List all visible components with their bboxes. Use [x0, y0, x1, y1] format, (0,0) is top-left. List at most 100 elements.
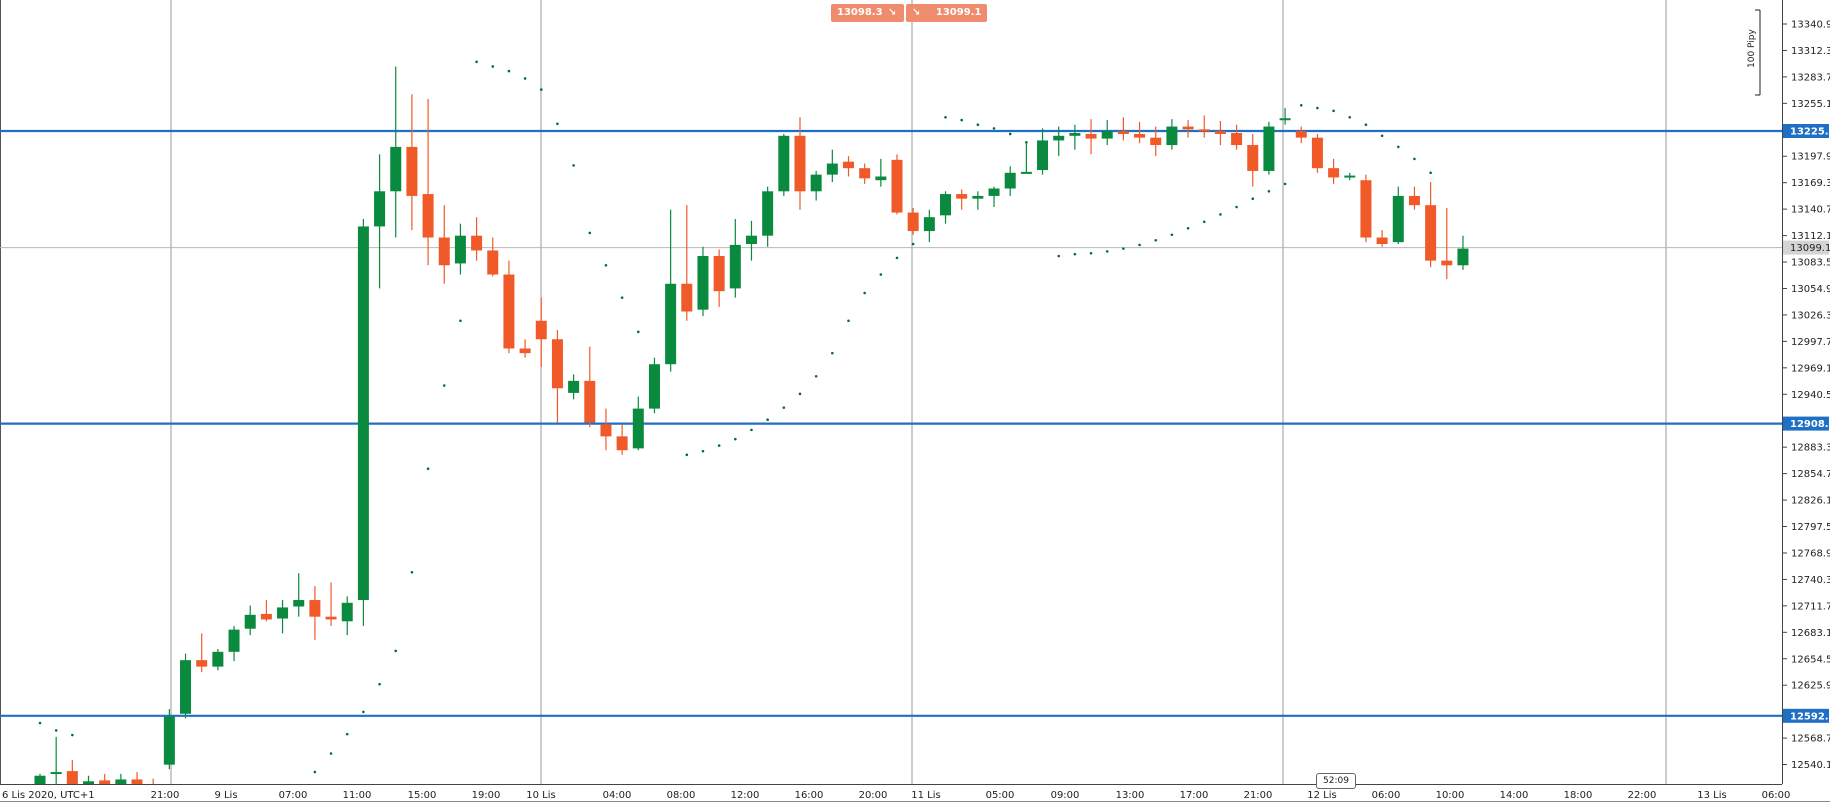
candle-body: [1295, 131, 1307, 138]
candle-body: [843, 161, 854, 169]
sar-dot: [604, 263, 608, 267]
bullish-candle: [228, 625, 240, 662]
candle-body: [374, 191, 386, 227]
bearish-candle: [843, 156, 854, 177]
sar-dot: [362, 710, 365, 714]
bullish-candle: [277, 600, 289, 634]
bullish-candle: [1069, 124, 1081, 150]
bullish-candle: [1457, 235, 1469, 270]
candle-body: [390, 146, 402, 192]
x-tick-label: 22:00: [1628, 790, 1657, 801]
sar-dot: [1219, 213, 1222, 216]
x-tick-label: 12 Lis: [1307, 790, 1336, 801]
sar-dot: [1380, 134, 1384, 138]
pips-scale: 100 Pipy: [1747, 9, 1761, 96]
candle-body: [1150, 137, 1162, 146]
bullish-candle: [212, 649, 224, 671]
y-tick-label: 13140.7: [1791, 205, 1830, 216]
candle-body: [648, 364, 660, 409]
candle-body: [293, 600, 305, 607]
candle-body: [471, 235, 483, 251]
y-tick-label: 12997.7: [1791, 337, 1830, 348]
candle-body: [1344, 175, 1356, 178]
sar-dot: [636, 330, 640, 334]
sar-dot: [685, 453, 689, 457]
sar-dot: [863, 291, 866, 295]
bid-price-badge[interactable]: 13098.3 ↘: [831, 4, 905, 22]
candle-body: [729, 244, 741, 289]
ask-price-value: 13099.1: [935, 7, 982, 18]
candle-body: [1085, 133, 1097, 139]
sar-dot: [507, 69, 511, 73]
bullish-candle: [1279, 108, 1291, 125]
sar-dot: [717, 444, 721, 447]
candle-body: [50, 772, 62, 775]
bullish-candle: [1101, 120, 1113, 146]
bullish-candle: [632, 396, 644, 451]
candles-layer: [34, 66, 1469, 805]
sar-dot: [523, 77, 527, 80]
x-tick-label: 07:00: [279, 790, 308, 801]
candle-body: [600, 424, 612, 437]
x-tick-label: 11:00: [343, 790, 372, 801]
sar-dot: [911, 242, 915, 246]
bearish-candle: [1376, 230, 1388, 247]
y-tick-label: 13283.7: [1791, 72, 1830, 83]
bearish-candle: [1198, 115, 1210, 138]
sar-dot: [378, 682, 381, 686]
x-tick-label: 17:00: [1180, 790, 1209, 801]
candle-body: [196, 660, 208, 667]
candle-body: [1425, 205, 1437, 261]
bullish-candle: [875, 158, 887, 187]
candle-body: [681, 283, 693, 312]
sar-dot: [976, 123, 980, 127]
bullish-candle: [778, 133, 790, 196]
sar-dot: [410, 570, 414, 574]
sar-dot: [620, 296, 624, 299]
candle-body: [228, 629, 240, 652]
candle-body: [422, 194, 434, 238]
x-tick-label: 21:00: [1244, 790, 1273, 801]
current-price-label: 13099.1: [1790, 243, 1830, 254]
candle-body: [697, 256, 709, 310]
sar-dot: [831, 351, 834, 355]
candle-body: [1117, 131, 1129, 134]
bearish-candle: [471, 217, 483, 261]
current-price-label-bg: [1783, 240, 1829, 255]
sar-dot: [313, 770, 317, 774]
sar-dot: [459, 319, 462, 323]
candle-body: [503, 274, 515, 349]
candle-body: [1101, 131, 1113, 139]
candle-body: [1328, 168, 1340, 178]
candle-body: [1182, 126, 1194, 130]
y-tick-label: 12768.9: [1791, 548, 1830, 559]
candle-body: [309, 600, 321, 617]
x-tick-label: 19:00: [472, 790, 501, 801]
candle-body: [180, 660, 192, 714]
bearish-candle: [794, 117, 806, 210]
sar-dot: [879, 273, 883, 276]
bullish-candle: [810, 170, 822, 201]
candle-body: [163, 716, 175, 765]
bullish-candle: [1263, 121, 1275, 175]
bearish-candle: [1182, 120, 1194, 138]
x-tick-label: 04:00: [603, 790, 632, 801]
level-price-label: 13225.2: [1790, 126, 1830, 137]
sar-dot: [71, 733, 74, 737]
sar-dot: [442, 384, 446, 387]
candle-body: [1069, 133, 1081, 136]
bearish-candle: [1117, 117, 1129, 141]
candle-body: [972, 195, 984, 199]
sar-dot: [701, 449, 705, 453]
bearish-candle: [1085, 119, 1097, 155]
candle-body: [665, 283, 677, 365]
y-tick-label: 12826.1: [1791, 496, 1830, 507]
bullish-candle: [1020, 143, 1032, 174]
y-tick-label: 12625.9: [1791, 681, 1830, 692]
ask-price-badge[interactable]: ↘ 13099.1: [906, 4, 988, 22]
candle-body: [325, 616, 337, 620]
candle-body: [810, 174, 822, 192]
bearish-candle: [1328, 158, 1340, 184]
